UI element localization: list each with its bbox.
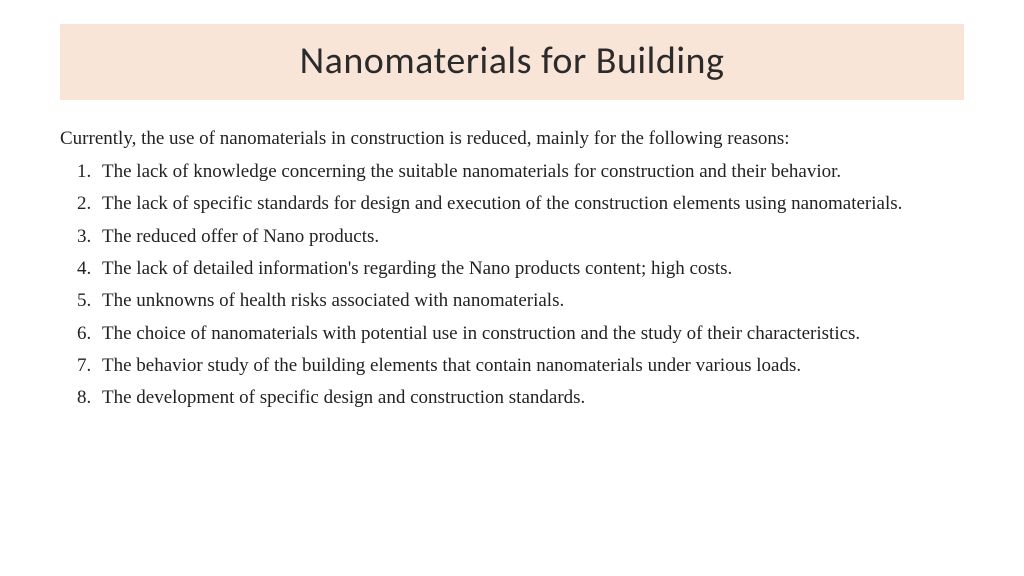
title-bar: Nanomaterials for Building	[60, 24, 964, 100]
list-item: The lack of detailed information's regar…	[96, 257, 964, 281]
slide: Nanomaterials for Building Currently, th…	[0, 0, 1024, 576]
list-item: The development of specific design and c…	[96, 386, 964, 410]
list-item: The choice of nanomaterials with potenti…	[96, 322, 964, 346]
list-item: The lack of specific standards for desig…	[96, 192, 964, 216]
list-item: The behavior study of the building eleme…	[96, 354, 964, 378]
slide-title: Nanomaterials for Building	[300, 38, 725, 84]
intro-paragraph: Currently, the use of nanomaterials in c…	[60, 128, 964, 150]
list-item: The reduced offer of Nano products.	[96, 225, 964, 249]
reasons-list: The lack of knowledge concerning the sui…	[60, 160, 964, 411]
list-item: The lack of knowledge concerning the sui…	[96, 160, 964, 184]
list-item: The unknowns of health risks associated …	[96, 289, 964, 313]
